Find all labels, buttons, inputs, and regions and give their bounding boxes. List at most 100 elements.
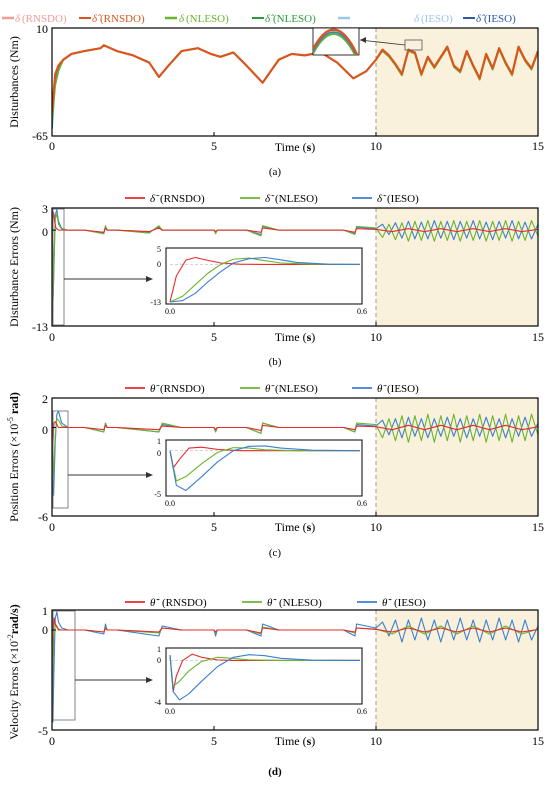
panel-d-frame xyxy=(51,609,539,731)
legend-b-label-0: (RNSDO) xyxy=(160,193,205,205)
panel-a-xtick-15: 15 xyxy=(532,139,544,153)
panel-d-label: (d) xyxy=(268,766,282,778)
panel-b-inset-line-blue xyxy=(169,256,361,303)
panel-c-inset-frame xyxy=(165,439,363,497)
panel-b-shade xyxy=(376,208,538,326)
panel-c-ytick-bottom: -6 xyxy=(38,510,48,524)
legend-d-symbol-1: θ̃̇ xyxy=(267,597,277,609)
panel-c-shade xyxy=(376,398,538,516)
legend-a-label-3: (NLESO) xyxy=(273,13,316,25)
panel-d-ylabel: Velocity Errors (×10-2rad/s) xyxy=(6,604,21,739)
panel-b-inset-series xyxy=(169,256,361,303)
panel-a-label: (a) xyxy=(269,166,282,178)
panel-c-zoom-arrowhead xyxy=(146,472,153,478)
panel-c-xtick-5: 5 xyxy=(211,520,217,534)
panel-c-series xyxy=(52,410,538,496)
legend-c-label-1: (NLESO) xyxy=(275,383,318,395)
panel-a-xtick-10: 10 xyxy=(370,139,382,153)
panel-d-xlabel: Time (s) xyxy=(275,734,316,748)
panel-c-frame xyxy=(51,397,539,517)
legend-a-label-5: (IESO) xyxy=(484,13,516,25)
legend-a-symbol-3: δ̂ xyxy=(265,13,275,25)
legend-c-symbol-0: θ̃ xyxy=(150,383,160,395)
panel-a-inset-line-blue xyxy=(313,31,357,55)
panel-d-ytick-top: 1 xyxy=(42,604,48,618)
panel-d-inset-xtick-0: 0.0 xyxy=(165,707,175,716)
legend-d-label-2: (IESO) xyxy=(394,597,426,609)
panel-c-xtick-15: 15 xyxy=(532,520,544,534)
panel-d-xtick-10: 10 xyxy=(370,734,382,748)
panel-b-xtick-0: 0 xyxy=(49,330,55,344)
panel-a-inset-series xyxy=(313,28,359,55)
panel-c-inset-series xyxy=(169,445,361,492)
panel-c-line-red xyxy=(52,421,538,458)
legend-c-label-0: (RNSDO) xyxy=(160,383,205,395)
panel-c-inset-ytick-top: 1 xyxy=(157,437,161,446)
legend-a-symbol-1: δ̂ xyxy=(92,13,102,25)
panel-d: 1 0 -4 0.0 0.6 1 0 -5 0 5 10 15 Time (s)… xyxy=(6,597,544,778)
panel-a-zoom-arrowhead xyxy=(360,37,366,43)
legend-b-symbol-1: δ̃ xyxy=(265,193,275,205)
legend-a-label-4: (IESO) xyxy=(421,13,453,25)
panel-b-axis-ticks xyxy=(51,229,539,326)
panel-c-inset-line-red xyxy=(169,446,360,469)
legend-a-symbol-0: δ xyxy=(15,13,21,25)
panel-c-ylabel: Position Errors (×10-5 rad) xyxy=(6,392,21,522)
panel-c-ytick-zero: 0 xyxy=(42,423,48,437)
legend-a-label-1: (RNSDO) xyxy=(100,13,145,25)
panel-a-ylabel: Disturbances (Nm) xyxy=(7,36,21,128)
panel-b-inset-line-green xyxy=(169,257,361,303)
legend-a-symbol-2: δ xyxy=(179,13,185,25)
legend-a-symbol-4: δ xyxy=(414,13,420,25)
panel-a-inset-line-orange xyxy=(313,28,359,55)
panel-b-series xyxy=(52,208,538,326)
panel-c-xlabel: Time (s) xyxy=(275,520,316,534)
panel-d-xtick-5: 5 xyxy=(211,734,217,748)
panel-b-zoom-arrowhead xyxy=(146,276,153,282)
panel-d-inset-ytick-top: 1 xyxy=(157,645,161,654)
panel-b-ytick-top: 3 xyxy=(42,202,48,216)
panel-b-xtick-5: 5 xyxy=(211,330,217,344)
panel-d-inset-series xyxy=(169,653,361,701)
panel-c-inset-xtick-0: 0.0 xyxy=(165,499,175,508)
panel-b-line-red xyxy=(52,211,538,326)
panel-b-ylabel: Disturbance Errors (Nm) xyxy=(7,207,21,327)
legend-c-label-2: (IESO) xyxy=(387,383,419,395)
panel-a-axis-ticks xyxy=(51,132,539,136)
panel-d-zoom-arrowhead xyxy=(146,677,153,683)
panel-b-xtick-10: 10 xyxy=(370,330,382,344)
panel-c-zoom-box xyxy=(52,410,69,509)
panel-c-xtick-0: 0 xyxy=(49,520,55,534)
panel-a-frame xyxy=(51,27,539,137)
panel-a-zoom-arrow xyxy=(359,39,406,46)
panel-d-xtick-0: 0 xyxy=(49,734,55,748)
panel-b-inset-ytick-mid: 0 xyxy=(157,260,161,269)
panel-c-inset-line-green xyxy=(169,447,360,482)
legend-b-label-2: (IESO) xyxy=(387,193,419,205)
legend-c-symbol-1: θ̃ xyxy=(265,383,275,395)
panel-b-ytick-zero: 0 xyxy=(42,225,48,239)
panel-b-xlabel: Time (s) xyxy=(275,330,316,344)
panel-a-legend: δ (RNSDO) δ̂ (RNSDO) δ (NLESO) δ̂ (NLESO… xyxy=(2,13,516,25)
panel-d-legend: θ̃̇ (RNSDO) θ̃̇ (NLESO) θ̃̇ (IESO) xyxy=(125,597,426,609)
panel-c-inset-xtick-1: 0.6 xyxy=(357,499,367,508)
panel-b-ytick-bottom: -13 xyxy=(32,320,48,334)
panel-a-inset-line-green xyxy=(313,32,357,55)
legend-b-label-1: (NLESO) xyxy=(275,193,318,205)
panel-c-inset-ytick-bottom: -5 xyxy=(154,490,161,499)
legend-c-symbol-2: θ̃ xyxy=(377,383,387,395)
panel-c-axis-ticks xyxy=(51,427,539,516)
legend-a-label-0: (RNSDO) xyxy=(22,13,67,25)
panel-c-inset-line-blue xyxy=(169,445,361,492)
panel-b-legend: δ̃ (RNSDO) δ̃ (NLESO) δ̃ (IESO) xyxy=(125,193,419,205)
panel-c-label: (c) xyxy=(269,547,282,559)
panel-b-inset-frame xyxy=(165,247,363,305)
panel-d-series xyxy=(52,611,538,723)
panel-b-label: (b) xyxy=(269,356,282,368)
legend-d-label-1: (NLESO) xyxy=(279,597,322,609)
panel-c-inset-ytick-mid: 0 xyxy=(157,449,161,458)
panel-d-inset-frame xyxy=(165,647,363,705)
panel-c-xtick-10: 10 xyxy=(370,520,382,534)
panel-b-xtick-15: 15 xyxy=(532,330,544,344)
legend-a-label-2: (NLESO) xyxy=(186,13,229,25)
